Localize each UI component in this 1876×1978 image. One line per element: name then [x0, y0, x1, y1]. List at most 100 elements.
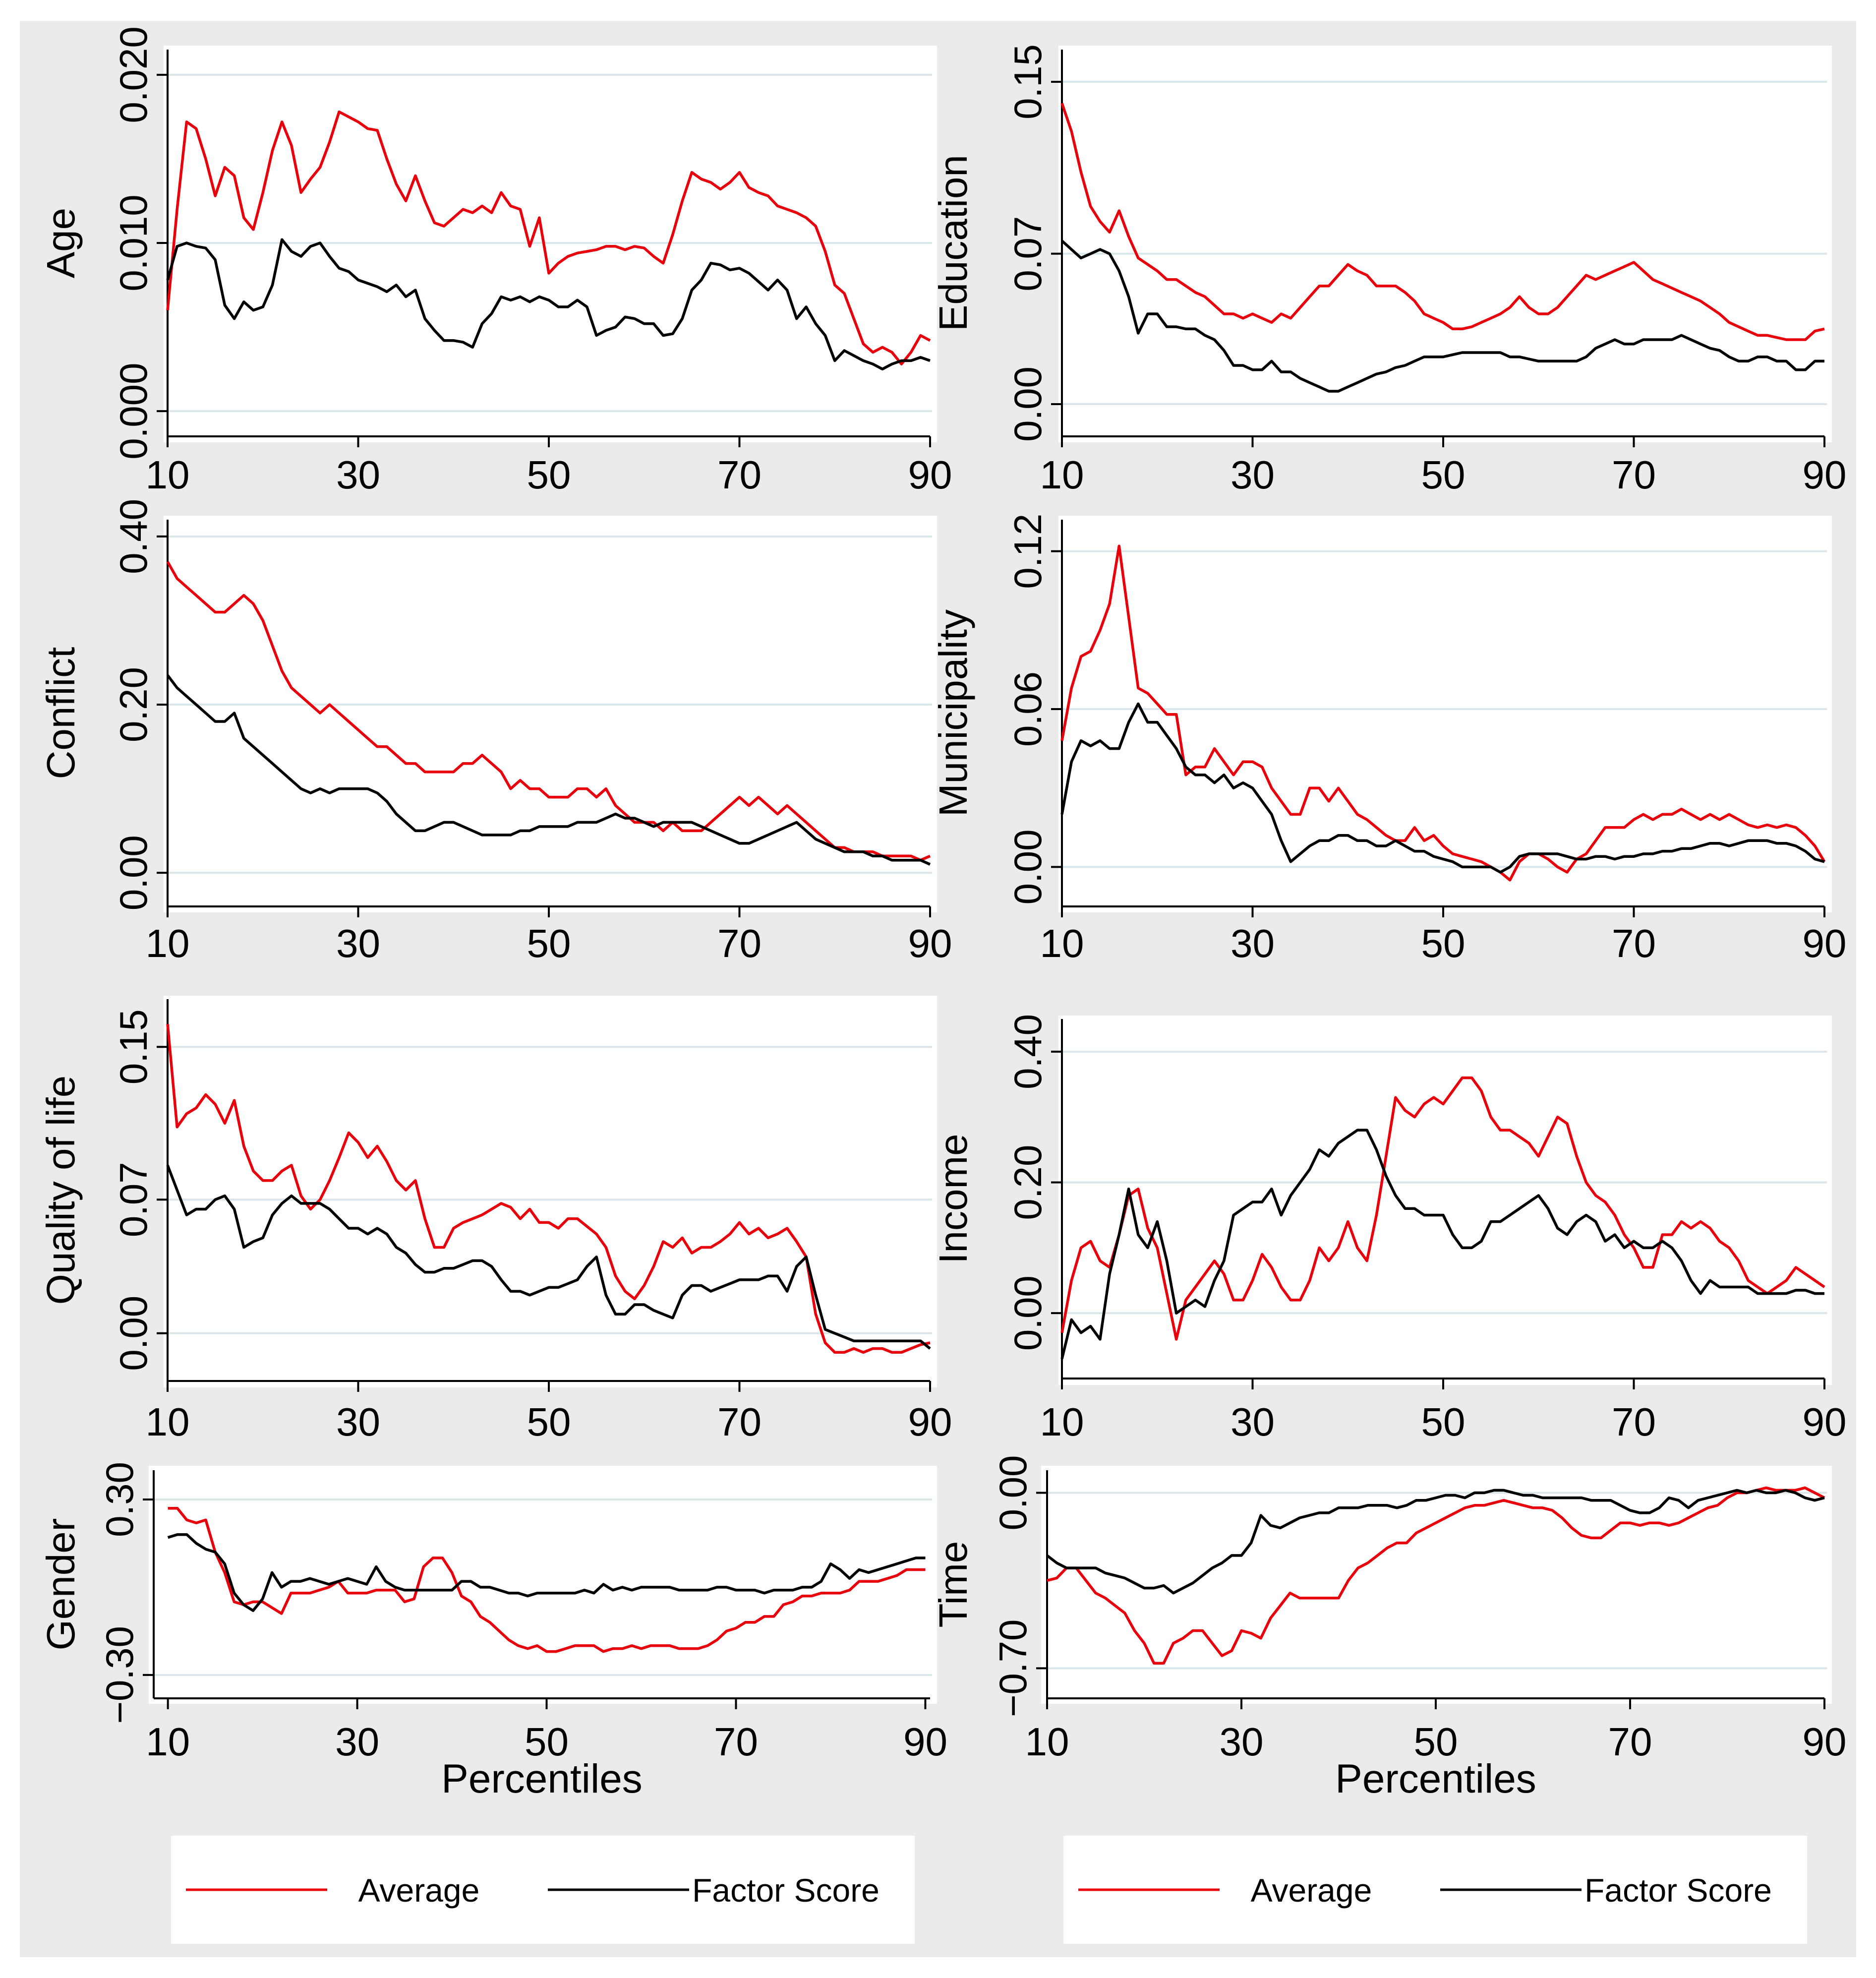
- panel-background: [1058, 46, 1832, 442]
- legend-2: Average Factor Score: [1063, 1836, 1807, 1944]
- y-tick-label: 0.15: [112, 1009, 155, 1084]
- x-tick-label: 90: [1803, 921, 1847, 965]
- x-tick-label: 30: [1231, 1400, 1275, 1444]
- x-tick-label: 30: [1220, 1720, 1264, 1764]
- series-line-factor-score: [1060, 1129, 1824, 1360]
- x-tick-label: 10: [146, 1720, 190, 1764]
- y-tick-label: 0.20: [112, 667, 155, 742]
- x-axis-title: Percentiles: [441, 1756, 643, 1801]
- panel-income: 0.00 0.20 0.40 10 30 50 70 90 Income: [931, 1014, 1846, 1444]
- series-line-average: [1047, 1486, 1825, 1665]
- y-tick-label: 0.40: [1006, 1014, 1050, 1089]
- series-line-factor-score: [166, 674, 931, 866]
- y-tick-label: 0.00: [1006, 830, 1050, 905]
- x-tick-label: 70: [1608, 1720, 1652, 1764]
- x-tick-label: 50: [1421, 921, 1466, 965]
- x-tick-label: 10: [1040, 921, 1084, 965]
- x-tick-label: 70: [1612, 453, 1656, 497]
- series-line-average: [1060, 544, 1826, 882]
- x-tick-label: 30: [336, 453, 380, 497]
- x-tick-label: 30: [336, 921, 380, 965]
- series-line-average: [166, 561, 931, 862]
- x-tick-label: 50: [1421, 453, 1466, 497]
- series-line-factor-score: [1060, 702, 1825, 874]
- x-tick-label: 70: [1612, 921, 1656, 965]
- y-tick-label: 0.40: [112, 499, 155, 574]
- y-axis-title: Age: [39, 208, 83, 278]
- y-tick-label: 0.06: [1006, 671, 1050, 747]
- y-tick-label: 0.00: [112, 835, 155, 910]
- y-axis-title: Time: [931, 1541, 975, 1628]
- series-line-factor-score: [1061, 240, 1824, 393]
- series-line-average: [1060, 1076, 1825, 1341]
- x-tick-label: 50: [1421, 1400, 1466, 1444]
- series-line-factor-score: [167, 1533, 926, 1612]
- x-tick-label: 90: [908, 1400, 952, 1444]
- legend-label: Average: [1251, 1872, 1372, 1909]
- x-tick-label: 30: [335, 1720, 379, 1764]
- series-line-average: [166, 110, 931, 365]
- y-tick-label: 0.00: [1006, 366, 1050, 442]
- panel-age: 0.000 0.010 0.020 10 30 50 70 90 Age: [39, 26, 952, 497]
- panel-municipality: 0.00 0.06 0.12 10 30 50 70 90 Municipality: [931, 514, 1846, 965]
- x-tick-label: 50: [525, 1720, 569, 1764]
- y-tick-label: −0.30: [98, 1626, 141, 1724]
- panel-background: [1058, 1016, 1832, 1385]
- x-tick-label: 90: [1803, 1720, 1847, 1764]
- x-tick-label: 90: [1803, 1400, 1847, 1444]
- x-tick-label: 70: [1612, 1400, 1656, 1444]
- legend-1: Average Factor Score: [171, 1836, 915, 1944]
- y-tick-label: 0.07: [112, 1162, 155, 1237]
- y-tick-label: 0.020: [112, 26, 155, 123]
- panel-background: [1041, 1466, 1832, 1704]
- x-tick-label: 70: [717, 453, 762, 497]
- panel-background: [164, 516, 937, 912]
- legend-label: Factor Score: [1584, 1872, 1772, 1909]
- x-tick-label: 50: [527, 921, 571, 965]
- series-line-factor-score: [166, 238, 931, 371]
- x-tick-label: 90: [908, 921, 952, 965]
- x-tick-label: 50: [527, 1400, 571, 1444]
- series-line-average: [1060, 103, 1825, 341]
- series-line-average: [168, 1506, 926, 1653]
- panel-quality-of-life: 0.00 0.07 0.15 10 30 50 70 90 Quality of life: [39, 996, 952, 1444]
- y-axis-title: Income: [931, 1134, 975, 1263]
- y-axis-title: Conflict: [39, 647, 83, 779]
- x-tick-label: 10: [1025, 1720, 1069, 1764]
- x-tick-label: 10: [146, 1400, 190, 1444]
- y-axis-title: Gender: [39, 1518, 83, 1651]
- panel-education: 0.00 0.07 0.15 10 30 50 70 90 Education: [931, 44, 1846, 497]
- x-axis-title: Percentiles: [1335, 1756, 1536, 1801]
- y-tick-label: 0.12: [1006, 514, 1050, 589]
- x-tick-label: 30: [1231, 453, 1275, 497]
- x-tick-label: 10: [146, 453, 190, 497]
- panel-gender: −0.30 0.30 10 30 50 70 90 Gender Percentiles: [39, 1462, 947, 1801]
- panel-time: −0.70 0.00 10 30 50 70 90 Time Percentiles: [931, 1455, 1846, 1801]
- x-tick-label: 50: [527, 453, 571, 497]
- y-tick-label: 0.15: [1006, 44, 1050, 120]
- x-tick-label: 70: [717, 1400, 762, 1444]
- y-axis-title: Quality of life: [39, 1076, 83, 1305]
- y-tick-label: 0.07: [1006, 216, 1050, 292]
- y-tick-label: 0.00: [991, 1455, 1035, 1531]
- y-tick-label: 0.010: [112, 194, 155, 291]
- series-line-factor-score: [1046, 1489, 1825, 1595]
- y-axis-title: Education: [931, 155, 975, 331]
- x-tick-label: 90: [908, 453, 952, 497]
- x-tick-label: 90: [903, 1720, 947, 1764]
- legend-label: Average: [358, 1872, 480, 1909]
- x-tick-label: 10: [146, 921, 190, 965]
- panel-conflict: 0.00 0.20 0.40 10 30 50 70 90 Conflict: [39, 499, 952, 965]
- x-tick-label: 10: [1040, 1400, 1084, 1444]
- series-line-average: [166, 1023, 931, 1354]
- x-tick-label: 10: [1040, 453, 1084, 497]
- x-tick-label: 70: [717, 921, 762, 965]
- y-tick-label: −0.70: [991, 1619, 1035, 1717]
- y-tick-label: 0.00: [1006, 1275, 1050, 1351]
- panel-background: [164, 996, 937, 1387]
- x-tick-label: 30: [336, 1400, 380, 1444]
- x-tick-label: 90: [1803, 453, 1847, 497]
- y-tick-label: 0.20: [1006, 1145, 1050, 1220]
